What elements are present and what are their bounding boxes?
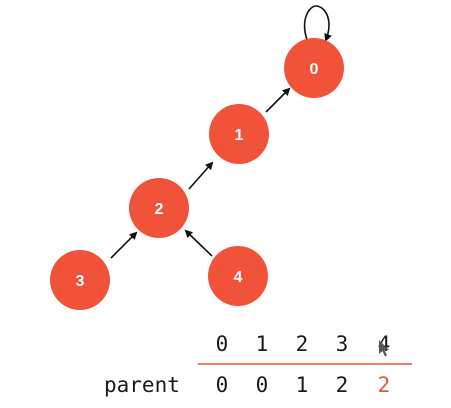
node-3: 3	[50, 250, 110, 310]
node-4-circle	[208, 246, 268, 306]
array-row-label: parent	[104, 373, 180, 397]
node-0-label: 0	[310, 61, 319, 78]
array-value-2: 1	[296, 373, 309, 397]
edge-2-to-1	[188, 161, 214, 190]
node-4: 4	[208, 246, 268, 306]
node-1-label: 1	[235, 127, 244, 144]
node-1-circle	[209, 104, 269, 164]
node-0-circle	[284, 38, 344, 98]
array-index-2: 2	[296, 332, 309, 356]
array-index-1: 1	[256, 332, 269, 356]
node-3-circle	[50, 250, 110, 310]
array-value-3: 2	[336, 373, 349, 397]
edge-4-to-2	[184, 229, 213, 257]
node-0: 0	[284, 38, 344, 98]
node-2-label: 2	[155, 201, 164, 218]
array-index-0: 0	[216, 332, 229, 356]
array-index-3: 3	[336, 332, 349, 356]
node-2-circle	[129, 178, 189, 238]
mouse-pointer-icon	[379, 340, 389, 357]
array-value-1: 0	[256, 373, 269, 397]
node-1: 1	[209, 104, 269, 164]
node-3-label: 3	[76, 273, 85, 290]
parent-array: 0 1 2 3 4 parent 0 0 1 2 2	[104, 332, 412, 397]
edge-1-to-0	[265, 87, 291, 113]
node-4-label: 4	[234, 269, 243, 286]
array-value-0: 0	[216, 373, 229, 397]
edge-3-to-2	[110, 231, 138, 259]
node-2: 2	[129, 178, 189, 238]
self-loop-edge-0	[303, 5, 332, 42]
array-value-4-highlighted: 2	[378, 373, 391, 397]
